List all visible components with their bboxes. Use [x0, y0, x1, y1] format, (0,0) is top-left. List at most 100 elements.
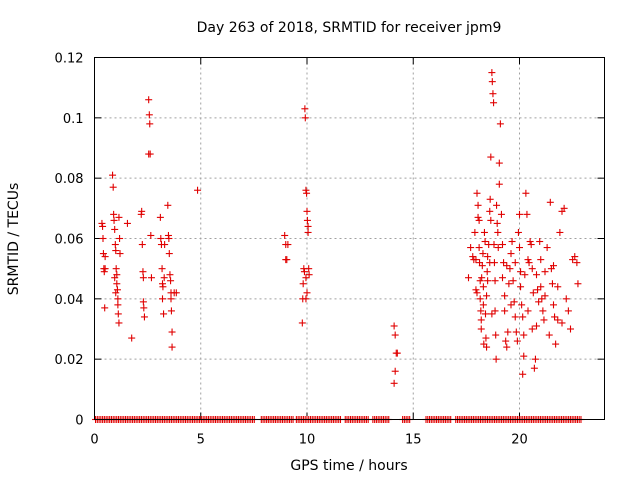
data-point	[469, 253, 477, 261]
data-point	[525, 259, 533, 267]
data-point	[165, 235, 173, 242]
data-point	[167, 295, 175, 303]
data-point	[477, 325, 485, 333]
data-point	[302, 274, 310, 282]
data-point	[524, 256, 532, 264]
data-point	[504, 328, 512, 336]
data-point	[303, 207, 311, 215]
data-point	[390, 322, 398, 330]
data-point	[495, 180, 503, 188]
data-point	[112, 289, 120, 297]
data-point	[574, 280, 582, 288]
data-point	[488, 78, 496, 86]
y-tick-label: 0.12	[55, 52, 84, 67]
data-point	[168, 328, 176, 336]
data-point	[147, 231, 155, 239]
data-point	[474, 201, 482, 209]
data-point	[507, 250, 515, 258]
data-point	[478, 274, 486, 282]
y-tick-label: 0	[75, 414, 83, 429]
data-point	[487, 153, 495, 161]
data-point	[123, 219, 131, 227]
data-point	[471, 228, 479, 236]
x-tick-label: 20	[511, 433, 528, 448]
data-point	[494, 228, 502, 236]
data-point	[111, 225, 119, 233]
data-point	[283, 256, 291, 264]
data-point	[111, 274, 119, 282]
data-point	[493, 219, 501, 227]
data-point	[502, 337, 510, 345]
data-point	[538, 295, 546, 303]
data-point	[479, 283, 487, 291]
x-tick-label: 10	[299, 433, 316, 448]
data-point	[486, 195, 494, 203]
data-point	[146, 120, 154, 128]
data-point	[101, 304, 109, 312]
y-tick-label: 0.06	[55, 233, 84, 248]
data-point	[301, 105, 309, 113]
data-point	[140, 313, 148, 321]
data-point	[486, 259, 494, 267]
data-point	[533, 322, 540, 330]
data-point	[511, 313, 519, 321]
data-point	[528, 325, 536, 333]
data-point	[164, 201, 172, 209]
data-point	[489, 90, 497, 98]
x-tick-label: 0	[90, 433, 98, 448]
data-point	[537, 256, 545, 264]
data-point	[139, 298, 147, 306]
data-point	[101, 253, 109, 261]
data-point	[521, 271, 529, 279]
data-point	[523, 210, 531, 218]
data-point	[482, 334, 490, 342]
data-point	[503, 262, 511, 270]
data-point	[500, 259, 508, 267]
data-point	[139, 268, 147, 276]
data-point	[299, 280, 307, 288]
data-point	[284, 241, 292, 249]
data-point	[472, 256, 480, 264]
data-point	[109, 183, 117, 191]
data-point	[567, 325, 574, 333]
data-point	[159, 283, 167, 291]
data-point	[530, 364, 538, 372]
data-point	[168, 343, 176, 351]
data-point	[114, 310, 122, 318]
data-point	[479, 250, 487, 258]
data-point	[302, 295, 310, 303]
data-point	[517, 283, 525, 291]
data-point	[114, 295, 122, 303]
data-point	[501, 307, 509, 315]
y-tick-label: 0.04	[55, 293, 84, 308]
data-point	[475, 244, 483, 252]
data-point	[560, 204, 568, 212]
data-point	[488, 69, 496, 77]
data-point	[533, 271, 540, 279]
data-point	[494, 244, 502, 252]
data-point	[100, 268, 108, 276]
data-point	[514, 228, 522, 236]
data-point	[477, 316, 485, 324]
data-point	[545, 331, 553, 339]
data-point	[487, 216, 495, 224]
data-point	[303, 216, 311, 224]
data-point	[520, 331, 528, 339]
data-point	[390, 379, 398, 387]
data-point	[484, 253, 492, 261]
data-point	[511, 259, 519, 267]
data-point	[113, 280, 121, 288]
data-point	[503, 343, 511, 351]
data-point	[505, 280, 513, 288]
data-point	[165, 250, 173, 258]
data-point	[537, 283, 545, 291]
data-point	[526, 238, 534, 246]
data-point	[495, 159, 503, 167]
data-point	[99, 250, 107, 258]
data-point	[303, 189, 311, 197]
data-point	[113, 286, 121, 294]
data-point	[508, 238, 516, 246]
data-point	[474, 213, 482, 221]
data-point	[527, 241, 535, 249]
data-point	[160, 310, 168, 318]
